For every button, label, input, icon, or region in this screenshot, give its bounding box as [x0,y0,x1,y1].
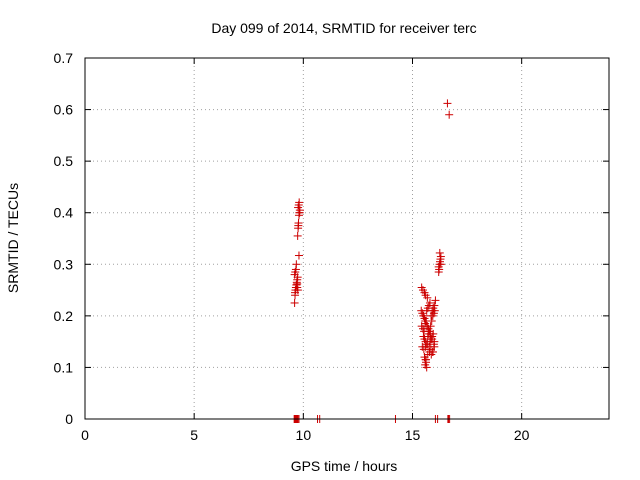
data-point [422,363,431,372]
data-point [293,231,302,240]
y-tick-label: 0.1 [54,359,74,375]
data-point [445,110,454,119]
data-point [421,355,430,364]
data-point [429,340,438,349]
tick-labels: 0 5 10 15 20 0 0.1 0.2 0.3 0.4 0.5 0.6 0.7 [54,50,530,443]
y-tick-label: 0 [65,411,73,427]
data-point [295,208,304,217]
y-axis-label: SRMTID / TECUs [5,183,21,293]
data-point [290,298,299,307]
data-point [423,293,432,302]
y-tick-label: 0.2 [54,308,74,324]
x-tick-label: 15 [405,427,421,443]
data-point [422,322,431,331]
data-point [431,296,440,305]
data-point [443,99,452,108]
data-point [428,335,437,344]
x-axis-label: GPS time / hours [291,458,398,474]
x-tick-label: 0 [81,427,89,443]
x-tick-label: 10 [296,427,312,443]
axis-ticks [84,57,609,420]
data-points [290,99,454,423]
y-tick-label: 0.7 [54,50,74,66]
data-point [430,306,439,315]
data-point [294,221,303,230]
data-point [436,252,445,261]
plot-frame [84,57,610,420]
data-point [436,260,445,269]
data-point [421,317,430,326]
data-point [292,260,301,269]
data-point [426,329,435,338]
data-point [294,251,303,260]
data-point [293,279,302,288]
x-tick-label: 5 [190,427,198,443]
data-point [419,311,428,320]
y-tick-label: 0.6 [54,102,74,118]
y-tick-label: 0.3 [54,256,74,272]
x-tick-label: 20 [514,427,530,443]
data-point [435,248,444,257]
y-tick-label: 0.4 [54,205,74,221]
data-point [295,198,304,207]
gridlines [85,58,609,419]
data-point [291,288,300,297]
data-point [429,347,438,356]
chart-title: Day 099 of 2014, SRMTID for receiver ter… [211,20,476,36]
y-tick-label: 0.5 [54,153,74,169]
data-point [425,298,434,307]
